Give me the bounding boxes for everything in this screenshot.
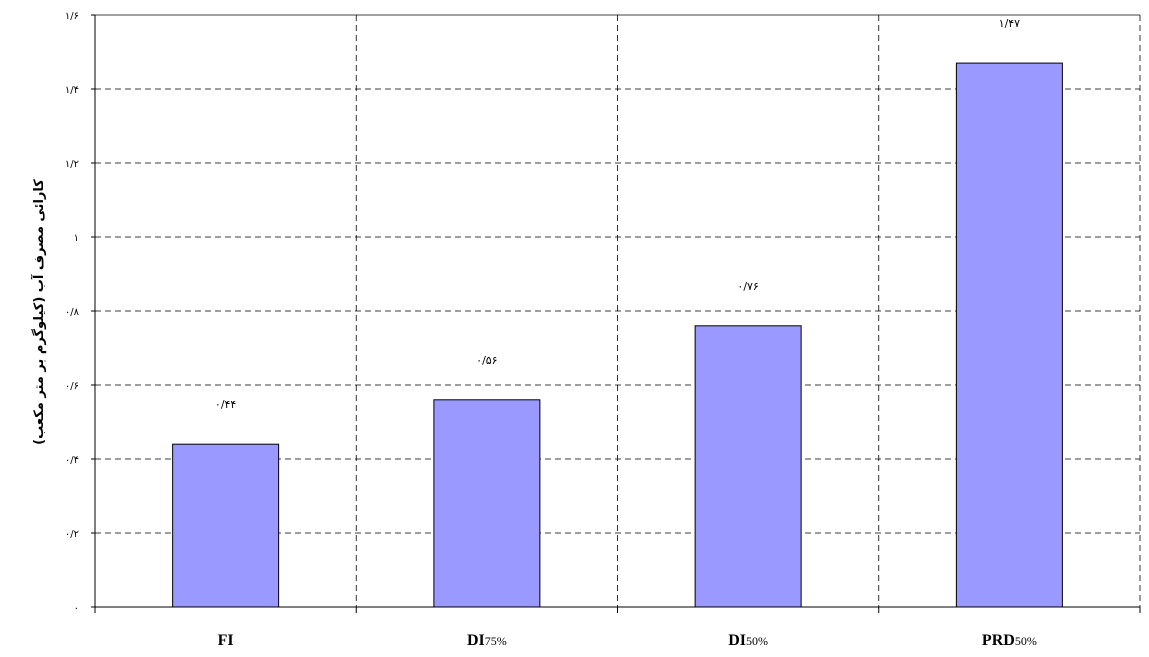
data-label: ۰/۷۶	[737, 280, 758, 293]
bars	[172, 62, 1063, 608]
y-tick-label: ۱/۲	[65, 159, 79, 170]
x-tick-label: PRD50%	[982, 632, 1037, 649]
y-axis-label: کارائی مصرف آب (کیلوگرم بر متر مکعب)	[30, 179, 47, 445]
bar	[172, 443, 280, 608]
y-tick-label: ۱/۶	[65, 11, 79, 22]
y-tick-label: ۰	[74, 603, 79, 614]
bar	[955, 62, 1063, 608]
data-label: ۱/۴۷	[999, 17, 1021, 30]
y-tick-label: ۱	[74, 233, 79, 244]
data-label: ۰/۴۴	[215, 398, 237, 411]
x-tick-label: DI50%	[728, 632, 768, 649]
bar	[694, 325, 802, 608]
y-tick-label: ۰/۲	[65, 529, 79, 540]
y-tick-label: ۰/۸	[65, 307, 80, 318]
data-label: ۰/۵۶	[476, 354, 497, 367]
y-tick-label: ۱/۴	[65, 85, 79, 96]
axes	[91, 14, 1141, 613]
bar	[433, 399, 541, 608]
x-tick-label: FI	[218, 632, 234, 649]
labels: ۰ ۰/۲ ۰/۴ ۰/۶ ۰/۸ ۱ ۱/۲ ۱/۴ ۱/۶ ۰/۴۴ FI ۰/۵۶ DI75% ۰/…	[65, 11, 1037, 649]
y-tick-label: ۰/۴	[65, 455, 79, 466]
x-tick-label: DI75%	[467, 632, 507, 649]
y-tick-label: ۰/۶	[65, 381, 79, 392]
